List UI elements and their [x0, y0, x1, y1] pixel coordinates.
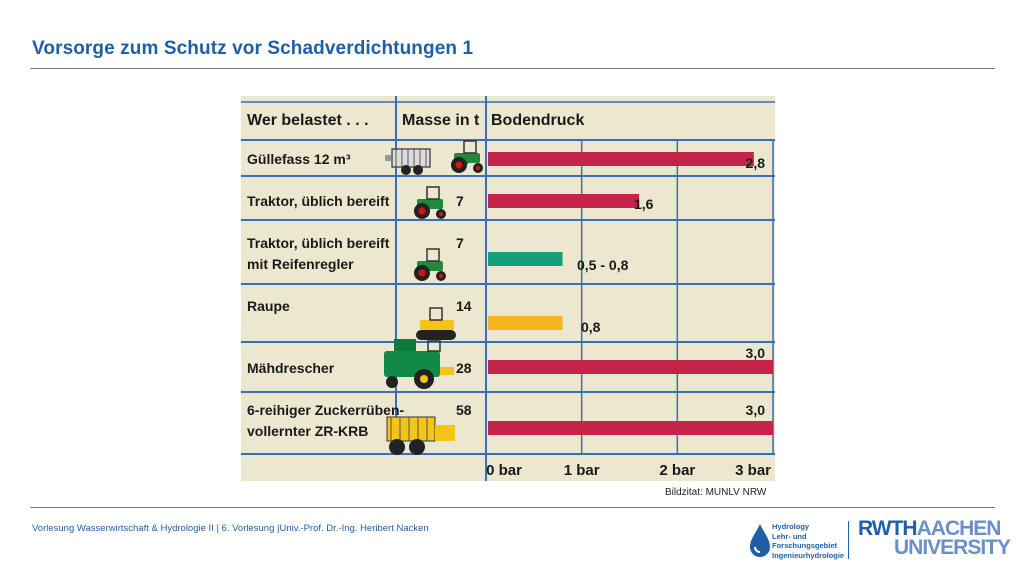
pressure-bar: [488, 316, 563, 330]
row-mass: 14: [456, 298, 472, 314]
row-mass: 7: [456, 193, 464, 209]
bar-value-label: 1,6: [634, 196, 654, 212]
logo-separator: [848, 521, 849, 559]
tanker-body: [391, 148, 431, 168]
column-header-bodendruck: Bodendruck: [491, 112, 584, 129]
pressure-bar: [488, 421, 773, 435]
footer-text: Vorlesung Wasserwirtschaft & Hydrologie …: [32, 523, 429, 534]
row-label: Raupe: [247, 298, 290, 314]
row-label: vollernter ZR-KRB: [247, 423, 368, 439]
rwth-logo-word: AACHEN: [916, 517, 1002, 540]
combine-front-hub: [420, 375, 428, 383]
row-mass: 7: [456, 235, 464, 251]
combine-tank: [394, 339, 416, 351]
row-mass: 28: [456, 360, 472, 376]
hydrology-logo-line: Hydrology: [772, 522, 810, 531]
bar-value-label: 0,5 - 0,8: [577, 257, 629, 273]
bar-value-label: 2,8: [746, 155, 766, 171]
row-label: mit Reifenregler: [247, 256, 354, 272]
bar-value-label: 3,0: [746, 402, 766, 418]
row-label: 6-reihiger Zuckerrüben-: [247, 402, 404, 418]
pressure-bar: [488, 194, 640, 208]
tanker-wheel: [401, 165, 411, 175]
column-header-wer-belastet: Wer belastet . . .: [247, 112, 369, 129]
pressure-bar: [488, 152, 754, 166]
title-rule: [30, 68, 995, 69]
beet-harvester-bunker: [386, 416, 436, 442]
x-tick-label: 1 bar: [564, 462, 600, 479]
combine-rear-wheel: [386, 376, 398, 388]
slide-title: Vorsorge zum Schutz vor Schadverdichtung…: [32, 38, 474, 59]
chart-canvas: Wer belastet . . . Masse in t Bodendruck Gü…: [241, 96, 775, 481]
beet-harvester-wheel: [409, 439, 425, 455]
combine-header: [440, 367, 454, 375]
tractor-cab: [426, 186, 440, 200]
combine-cab: [427, 340, 441, 352]
tractor-front-hub: [439, 274, 443, 278]
tractor-front-hub: [476, 166, 480, 170]
tractor-rear-hub: [455, 161, 463, 169]
bar-value-label: 3,0: [746, 345, 766, 361]
tanker-hitch: [385, 155, 391, 161]
hydrology-logo-line: Ingenieurhydrologie: [772, 550, 845, 560]
row-mass: 58: [456, 402, 472, 418]
water-drop-icon: [750, 524, 770, 557]
x-tick-label: 3 bar: [735, 462, 771, 479]
crawler-body: [420, 320, 454, 330]
row-label: Mähdrescher: [247, 360, 335, 376]
row-label: Traktor, üblich bereift: [247, 235, 390, 251]
crawler-cab: [429, 307, 443, 321]
column-header-masse: Masse in t: [402, 112, 480, 129]
rwth-logo: RWTHAACHEN UNIVERSITY: [858, 517, 1011, 559]
hydrology-logo-text: Hydrology Lehr- und Forschungsgebiet Ing…: [772, 522, 844, 560]
tractor-front-hub: [439, 212, 443, 216]
footer-rule: [30, 507, 995, 508]
tractor-rear-hub: [418, 269, 426, 277]
hydrology-logo-line: Lehr- und: [772, 531, 807, 541]
hydrology-logo-line: Forschungsgebiet: [772, 541, 838, 550]
tanker-wheel: [413, 165, 423, 175]
rwth-logo-word: RWTH: [858, 517, 918, 540]
bodendruck-chart: Wer belastet . . . Masse in t Bodendruck Gü…: [241, 96, 775, 481]
tractor-cab: [463, 140, 477, 154]
tractor-rear-hub: [418, 207, 426, 215]
pressure-bar: [488, 360, 773, 374]
row-label: Güllefass 12 m³: [247, 151, 351, 167]
tractor-cab: [426, 248, 440, 262]
pressure-bar: [488, 252, 563, 266]
crawler-track: [416, 330, 456, 340]
beet-harvester-front: [435, 425, 455, 441]
row-label: Traktor, üblich bereift: [247, 193, 390, 209]
x-tick-label: 2 bar: [659, 462, 695, 479]
x-tick-label: 0 bar: [486, 462, 522, 479]
rwth-logo-word: UNIVERSITY: [894, 536, 1011, 559]
bar-value-label: 0,8: [581, 319, 601, 335]
beet-harvester-wheel: [389, 439, 405, 455]
image-credit: Bildzitat: MUNLV NRW: [665, 487, 767, 498]
